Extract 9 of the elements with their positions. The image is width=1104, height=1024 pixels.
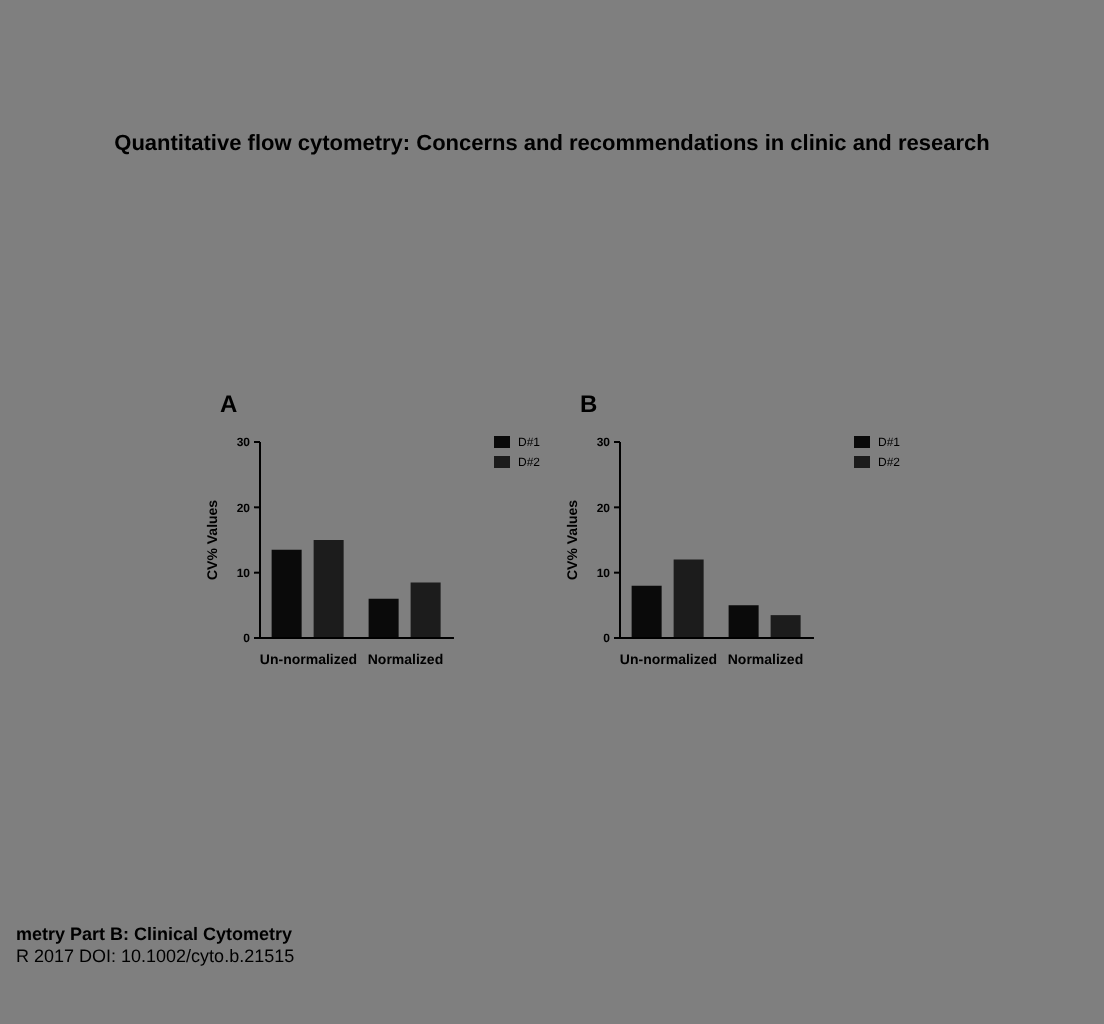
bar bbox=[313, 540, 344, 638]
text: Quantitative flow cytometry: Concerns and recommendations in clinic and research bbox=[112, 132, 992, 156]
chart-subtitle: B bbox=[580, 390, 598, 418]
chart-subtitle: A bbox=[220, 390, 238, 418]
text: metry Part B: Clinical Cytometry bbox=[16, 924, 295, 946]
bar bbox=[673, 559, 704, 638]
text: R 2017 DOI: 10.1002/cyto.b.21515 bbox=[16, 946, 295, 968]
bar bbox=[410, 582, 441, 638]
bar bbox=[770, 615, 801, 638]
